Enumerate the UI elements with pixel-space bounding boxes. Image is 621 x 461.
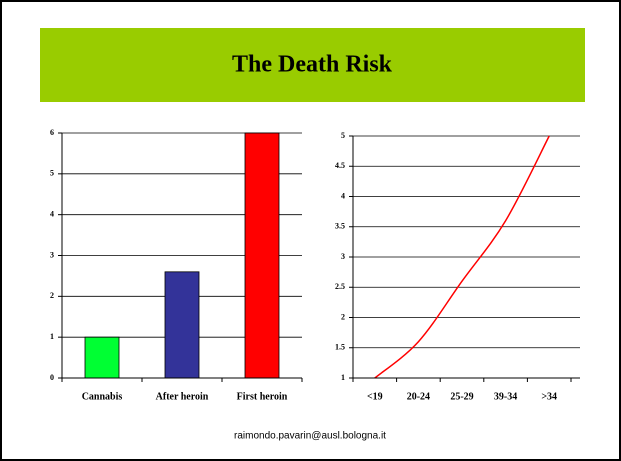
y-tick-label: 2.5 bbox=[335, 282, 345, 291]
bar bbox=[84, 336, 120, 379]
y-tick-label: 1.5 bbox=[335, 343, 345, 352]
y-tick-label: 2 bbox=[341, 312, 345, 321]
y-tick-label: 2 bbox=[50, 291, 54, 300]
slide-title: The Death Risk bbox=[232, 52, 393, 78]
x-tick-label: 20-24 bbox=[407, 391, 430, 402]
y-tick-label: 4 bbox=[50, 209, 54, 218]
x-tick-label: >34 bbox=[541, 391, 557, 402]
x-tick-label: 39-34 bbox=[494, 391, 517, 402]
y-tick-label: 1 bbox=[341, 373, 345, 382]
x-tick-label: First heroin bbox=[237, 391, 288, 402]
title-banner bbox=[40, 28, 585, 102]
y-tick-label: 3.5 bbox=[335, 222, 345, 231]
bar bbox=[164, 271, 200, 379]
y-tick-label: 0 bbox=[50, 373, 54, 382]
y-tick-label: 3 bbox=[341, 252, 345, 261]
y-tick-label: 3 bbox=[50, 250, 54, 259]
line bbox=[374, 135, 550, 379]
x-tick-label: <19 bbox=[367, 391, 383, 402]
y-tick-label: 4 bbox=[341, 191, 345, 200]
y-tick-label: 5 bbox=[50, 169, 54, 178]
y-tick-label: 6 bbox=[50, 128, 54, 137]
x-tick-label: After heroin bbox=[156, 391, 209, 402]
y-tick-label: 4.5 bbox=[335, 161, 345, 170]
y-tick-label: 5 bbox=[341, 131, 345, 140]
x-tick-label: Cannabis bbox=[82, 391, 123, 402]
footer: raimondo.pavarin@ausl.bologna.it bbox=[234, 431, 386, 442]
y-tick-label: 1 bbox=[50, 332, 54, 341]
x-tick-label: 25-29 bbox=[450, 391, 473, 402]
bar bbox=[244, 132, 280, 379]
